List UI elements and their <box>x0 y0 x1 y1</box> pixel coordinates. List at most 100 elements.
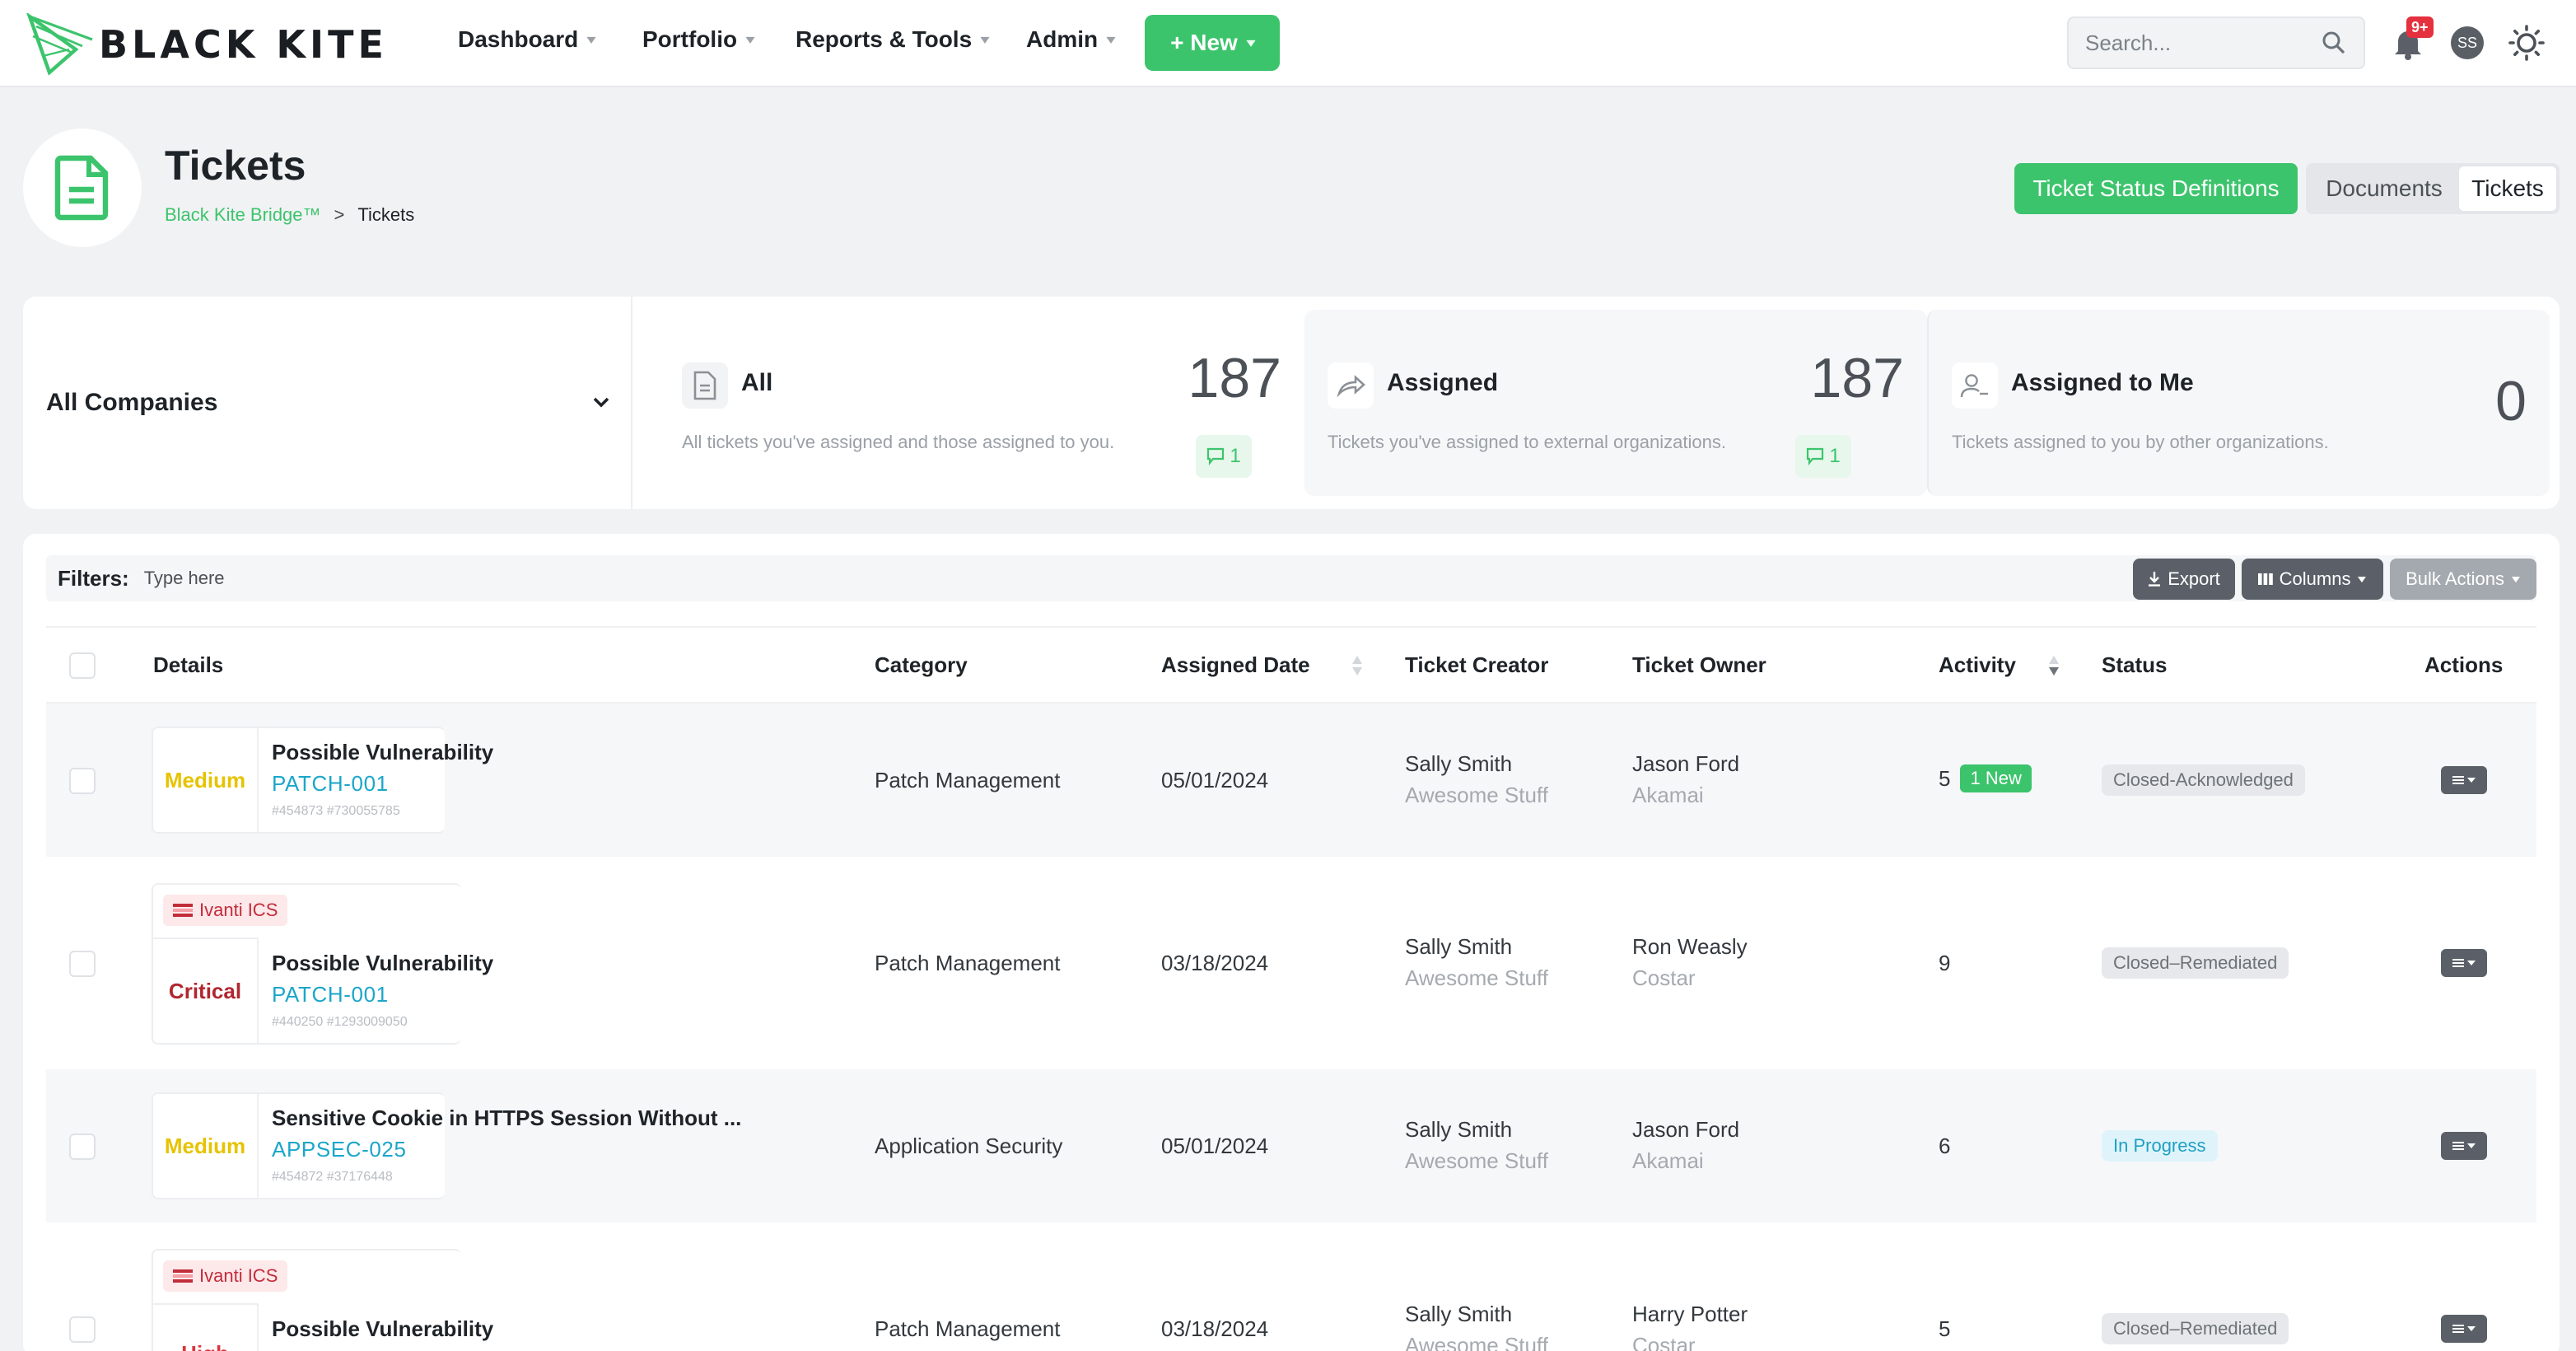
document-icon <box>682 362 728 409</box>
bulk-actions-button[interactable]: Bulk Actions ▼ <box>2390 559 2536 600</box>
row-actions-button[interactable] <box>2441 766 2487 794</box>
tab-documents[interactable]: Documents <box>2326 175 2443 201</box>
owner-org: Costar <box>1632 1333 1696 1351</box>
ticket-details[interactable]: Medium Possible Vulnerability PATCH-001 … <box>152 727 493 834</box>
row-checkbox[interactable] <box>69 768 96 794</box>
top-navbar: BLACK KITE Dashboard ▾ Portfolio ▾ Repor… <box>0 0 2576 87</box>
breadcrumb-link-bridge[interactable]: Black Kite Bridge™ <box>165 204 321 225</box>
ticket-code-link[interactable]: APPSEC-025 <box>272 1137 407 1162</box>
nav-admin[interactable]: Admin ▾ <box>1026 26 1116 53</box>
ticket-status-definitions-button[interactable]: Ticket Status Definitions <box>2014 163 2298 214</box>
search-icon[interactable] <box>2321 30 2347 56</box>
nav-reports-tools[interactable]: Reports & Tools ▾ <box>796 26 990 53</box>
creator-org: Awesome Stuff <box>1405 1148 1548 1173</box>
ticket-ids: #440250 #1293009050 <box>272 1015 408 1029</box>
stat-card-assigned-to-me[interactable]: Assigned to Me Tickets assigned to you b… <box>1927 310 2550 496</box>
table-row[interactable]: Ivanti ICS High Possible Vulnerability P… <box>46 1222 2536 1351</box>
row-checkbox[interactable] <box>69 1316 96 1343</box>
avatar[interactable]: SS <box>2451 26 2484 59</box>
row-actions-button[interactable] <box>2441 1132 2487 1160</box>
ticket-details[interactable]: Ivanti ICS Critical Possible Vulnerabili… <box>152 883 493 1045</box>
company-select[interactable]: All Companies <box>23 297 632 509</box>
download-icon <box>2149 572 2161 587</box>
vendor-tag[interactable]: Ivanti ICS <box>163 1260 288 1292</box>
tab-tickets[interactable]: Tickets <box>2459 166 2556 211</box>
search-input[interactable] <box>2085 30 2316 56</box>
col-assigned-date[interactable]: Assigned Date <box>1161 652 1310 677</box>
stat-card-assigned[interactable]: Assigned Tickets you've assigned to exte… <box>1304 310 1927 496</box>
table-row[interactable]: Medium Sensitive Cookie in HTTPS Session… <box>46 1069 2536 1222</box>
nav-admin-label: Admin <box>1026 26 1099 52</box>
col-category[interactable]: Category <box>875 652 968 677</box>
page-title: Tickets <box>165 143 306 189</box>
stat-all-comments-count: 1 <box>1230 445 1241 467</box>
chevron-down-icon <box>2467 1326 2476 1331</box>
select-all-checkbox[interactable] <box>69 652 96 679</box>
row-checkbox[interactable] <box>69 951 96 977</box>
menu-icon <box>2452 776 2464 784</box>
row-checkbox[interactable] <box>69 1134 96 1160</box>
stat-card-all[interactable]: All All tickets you've assigned and thos… <box>659 310 1304 496</box>
category-cell: Patch Management <box>875 1316 1061 1341</box>
col-ticket-creator[interactable]: Ticket Creator <box>1405 652 1549 677</box>
filters-label: Filters: <box>58 565 129 591</box>
nav-portfolio-label: Portfolio <box>642 26 738 52</box>
owner-org: Akamai <box>1632 783 1704 807</box>
chevron-down-icon: ▾ <box>1106 33 1116 47</box>
ticket-ids: #454872 #37176448 <box>272 1170 393 1184</box>
menu-icon <box>2452 1142 2464 1150</box>
nav-dashboard[interactable]: Dashboard ▾ <box>458 26 596 53</box>
chevron-down-icon: ▼ <box>2355 573 2369 585</box>
new-button[interactable]: + New ▾ <box>1145 15 1280 71</box>
tickets-table-card: Filters: Export Columns ▼ Bulk Actions ▼… <box>23 534 2560 1351</box>
row-actions-button[interactable] <box>2441 1315 2487 1343</box>
search-box <box>2067 16 2365 69</box>
stat-all-comments[interactable]: 1 <box>1196 435 1252 478</box>
sort-desc-icon[interactable] <box>2047 654 2060 677</box>
ticket-ids: #454873 #730055785 <box>272 804 400 818</box>
ticket-code-link[interactable]: PATCH-001 <box>272 982 389 1007</box>
breadcrumb-separator: > <box>334 204 345 225</box>
row-actions-button[interactable] <box>2441 949 2487 977</box>
flag-icon <box>173 904 193 917</box>
ticket-details[interactable]: Ivanti ICS High Possible Vulnerability <box>152 1249 493 1351</box>
sort-icon[interactable] <box>1351 654 1364 677</box>
brand-logo[interactable]: BLACK KITE <box>26 13 388 76</box>
severity-label: Critical <box>153 937 259 1043</box>
vendor-tag-label: Ivanti ICS <box>199 900 278 920</box>
columns-button[interactable]: Columns ▼ <box>2242 559 2383 600</box>
ticket-code-link[interactable]: PATCH-001 <box>272 771 389 796</box>
menu-icon <box>2452 959 2464 967</box>
nav-reports-label: Reports & Tools <box>796 26 973 52</box>
col-ticket-owner[interactable]: Ticket Owner <box>1632 652 1766 677</box>
stat-assigned-comments[interactable]: 1 <box>1795 435 1851 478</box>
creator-name: Sally Smith <box>1405 1117 1513 1142</box>
stat-assigned-label: Assigned <box>1387 369 1499 396</box>
stat-me-label: Assigned to Me <box>2011 369 2194 396</box>
stat-all-label: All <box>741 369 773 396</box>
table-row[interactable]: Medium Possible Vulnerability PATCH-001 … <box>46 704 2536 857</box>
sun-icon[interactable] <box>2507 23 2546 63</box>
stat-all-desc: All tickets you've assigned and those as… <box>682 432 1115 452</box>
severity-label: Medium <box>153 728 259 832</box>
bulk-actions-label: Bulk Actions <box>2406 568 2504 589</box>
stat-me-count: 0 <box>2495 370 2527 432</box>
ticket-title: Sensitive Cookie in HTTPS Session Withou… <box>272 1106 742 1130</box>
assigned-date-cell: 03/18/2024 <box>1161 1316 1269 1341</box>
ticket-title: Possible Vulnerability <box>272 951 494 975</box>
col-activity[interactable]: Activity <box>1939 652 2016 677</box>
activity-new-badge[interactable]: 1 New <box>1960 764 2032 792</box>
creator-org: Awesome Stuff <box>1405 783 1548 807</box>
chevron-down-icon <box>593 397 609 408</box>
creator-name: Sally Smith <box>1405 934 1513 959</box>
col-status[interactable]: Status <box>2102 652 2168 677</box>
nav-portfolio[interactable]: Portfolio ▾ <box>642 26 755 53</box>
ticket-details[interactable]: Medium Sensitive Cookie in HTTPS Session… <box>152 1092 741 1199</box>
table-row[interactable]: Ivanti ICS Critical Possible Vulnerabili… <box>46 857 2536 1069</box>
filters-input[interactable] <box>143 568 638 589</box>
category-cell: Patch Management <box>875 951 1061 975</box>
vendor-tag[interactable]: Ivanti ICS <box>163 895 288 926</box>
export-button[interactable]: Export <box>2133 559 2235 600</box>
col-details[interactable]: Details <box>153 652 224 677</box>
brand-name: BLACK KITE <box>99 22 388 67</box>
